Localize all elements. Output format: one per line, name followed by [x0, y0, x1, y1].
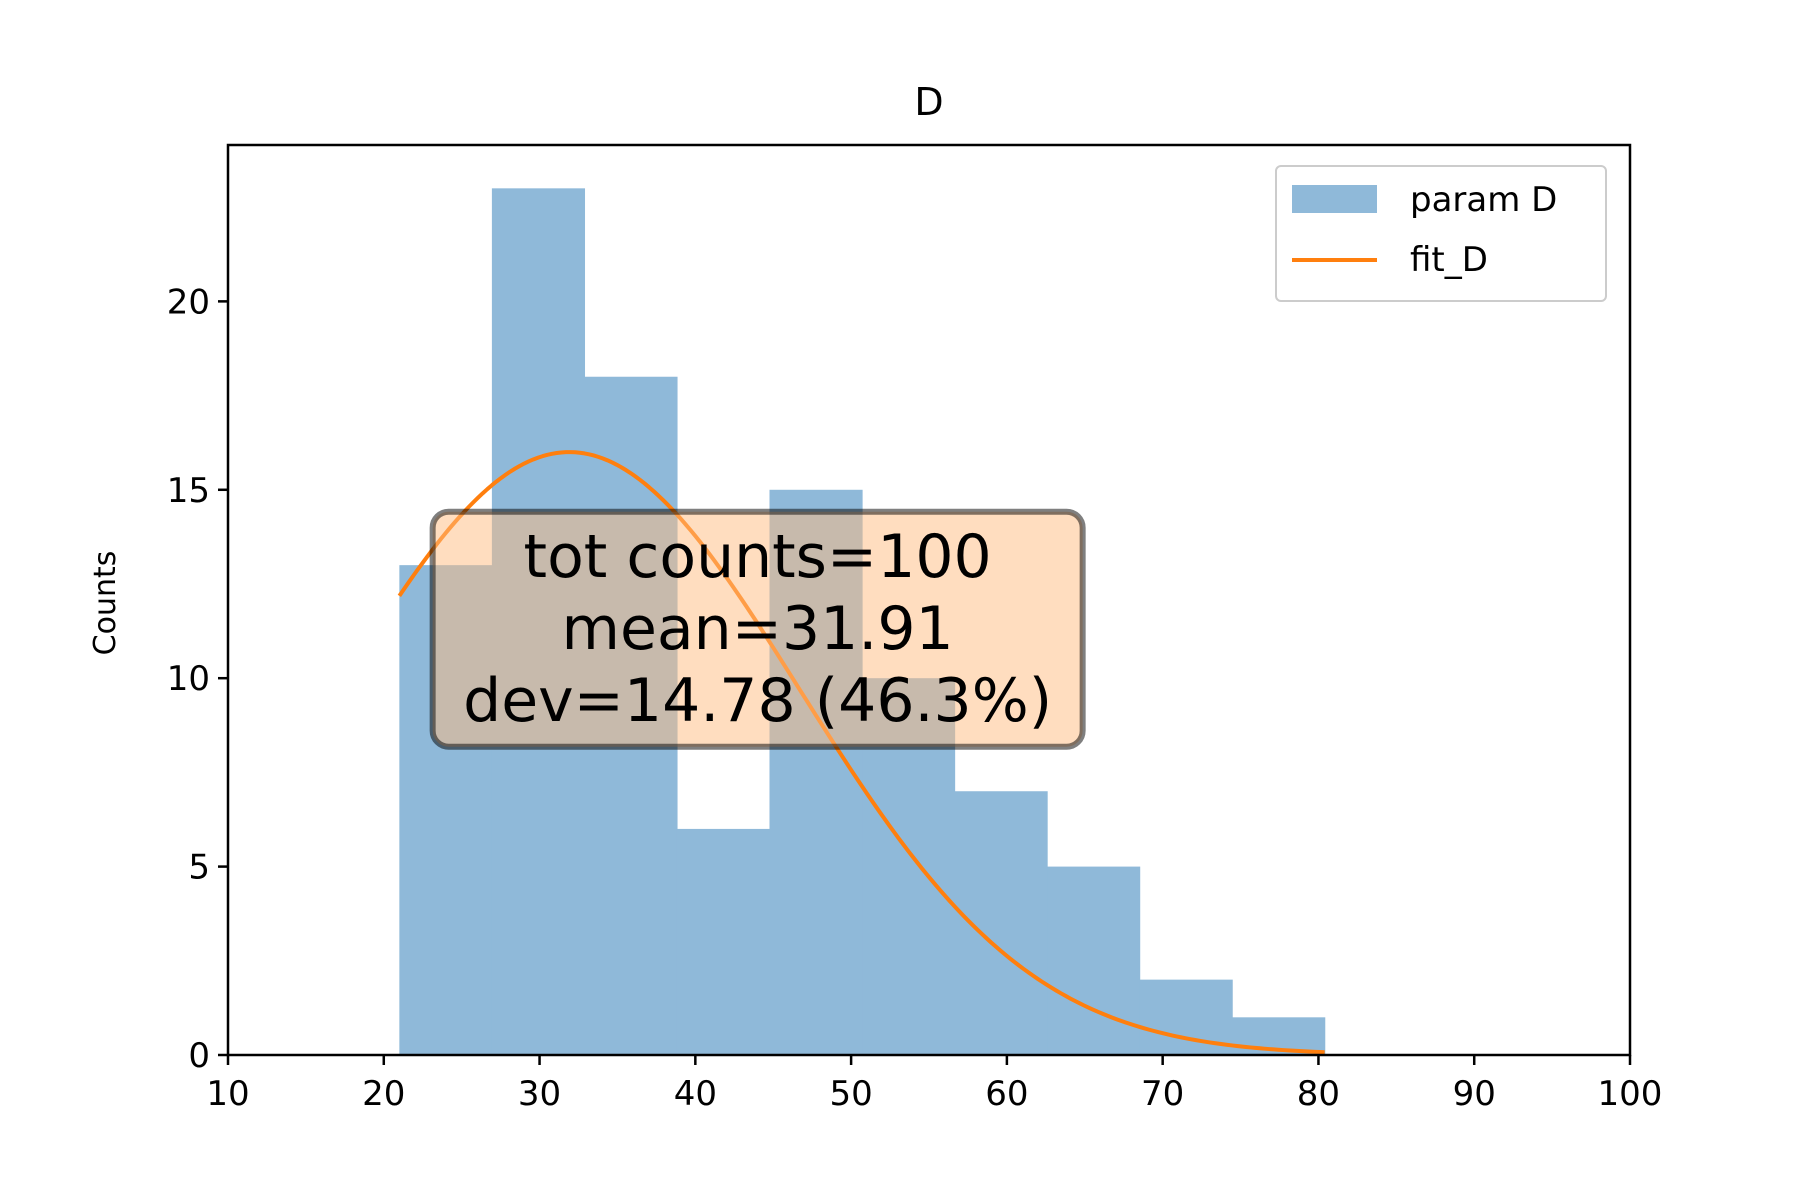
x-tick-label: 30 [518, 1074, 561, 1114]
x-tick-label: 20 [362, 1074, 405, 1114]
plot-frame [226, 143, 1632, 1057]
legend-swatch-param-d [1292, 185, 1377, 213]
y-tick-label: 20 [167, 282, 210, 322]
histogram-bar [1047, 866, 1141, 1055]
y-tick-label: 15 [167, 471, 210, 511]
x-tick-label: 70 [1141, 1074, 1184, 1114]
fit-curve [397, 450, 1325, 1055]
legend-label-fit-d: fit_D [1410, 240, 1488, 280]
x-tick-label: 90 [1453, 1074, 1496, 1114]
histogram-bar [676, 828, 771, 1055]
x-tick-label: 100 [1598, 1074, 1663, 1114]
axes [226, 143, 1632, 1057]
annotation-box [429, 508, 1086, 750]
y-axis-ticks: 0 5 10 15 20 [167, 282, 228, 1076]
x-tick-label: 10 [206, 1074, 249, 1114]
x-axis-ticks: 10 20 30 40 50 60 70 80 90 100 [206, 1055, 1662, 1114]
y-tick-label: 10 [167, 659, 210, 699]
chart-title: D [914, 80, 943, 124]
legend: param D fit_D [1275, 165, 1607, 302]
y-axis-label: Counts [88, 551, 123, 656]
y-tick-label: 5 [188, 848, 210, 888]
y-tick-label: 0 [188, 1036, 210, 1076]
annotation-line: mean=31.91 [562, 594, 954, 664]
fit-curve-layer [397, 450, 1325, 1055]
x-tick-label: 40 [674, 1074, 717, 1114]
legend-label-param-d: param D [1410, 180, 1557, 220]
x-tick-label: 50 [829, 1074, 872, 1114]
annotation-line: dev=14.78 (46.3%) [463, 666, 1052, 736]
annotation-line: tot counts=100 [524, 522, 992, 592]
x-tick-label: 60 [985, 1074, 1028, 1114]
x-tick-label: 80 [1297, 1074, 1340, 1114]
